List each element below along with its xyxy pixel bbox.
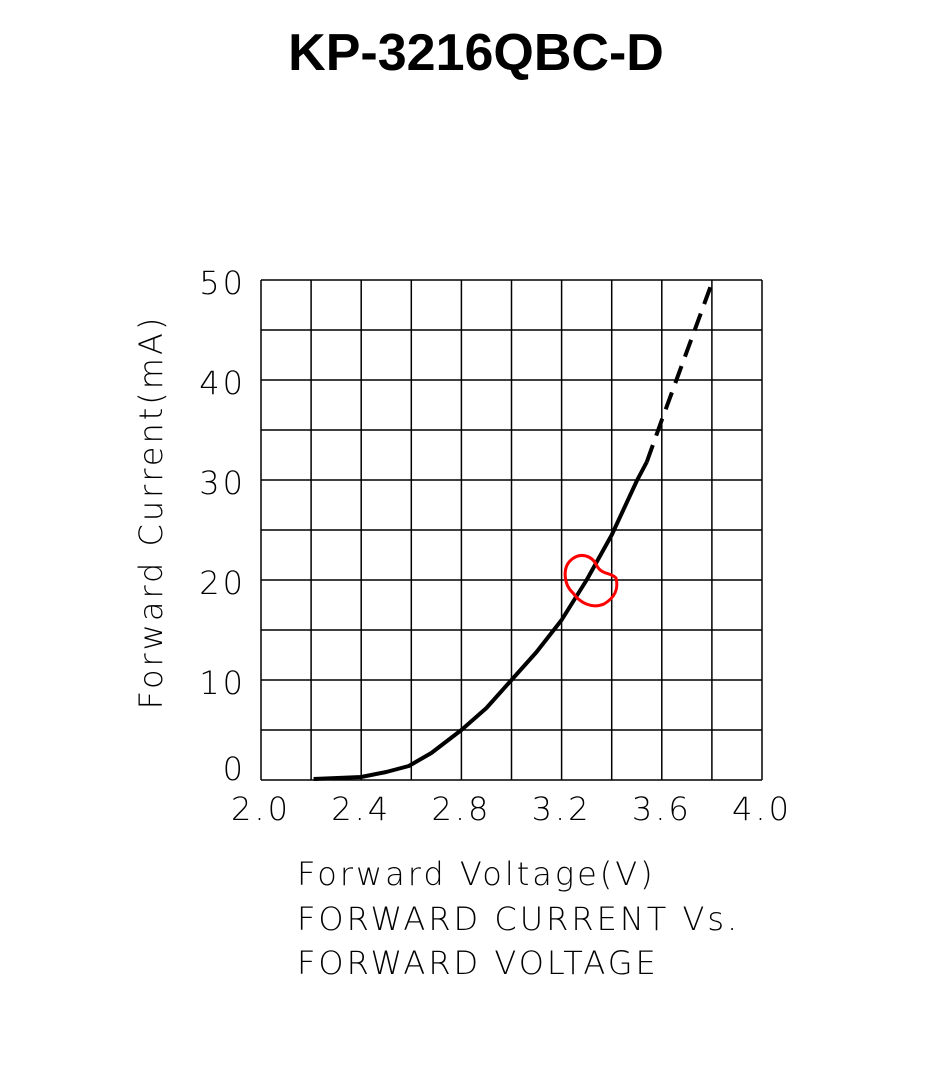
y-tick-label: 0 [223,750,246,788]
y-tick-label: 10 [199,664,246,702]
x-tick-label: 3.2 [532,790,592,828]
chart-title: KP-3216QBC-D [288,24,664,82]
x-tick-label: 4.0 [732,790,792,828]
y-tick-label: 40 [199,364,246,402]
y-tick-label: 20 [199,564,246,602]
curve [644,282,714,463]
x-tick-label: 2.8 [431,790,491,828]
y-tick-label: 30 [199,464,246,502]
curve [313,461,649,781]
plot-area: 2.0 2.4 2.8 3.2 3.6 4.0 0 10 20 30 40 50 [199,264,792,828]
highlight-circle [563,553,619,608]
y-tick-label: 50 [199,264,246,302]
caption-line: FORWARD VOLTAGE [297,944,659,982]
caption-line: FORWARD CURRENT Vs. [297,900,740,938]
y-axis-label: Forward Current(mA) [132,315,170,710]
x-axis-label: Forward Voltage(V) [297,855,656,893]
x-tick-label: 3.6 [632,790,692,828]
x-tick-label: 2.0 [231,790,291,828]
x-tick-label: 2.4 [331,790,391,828]
